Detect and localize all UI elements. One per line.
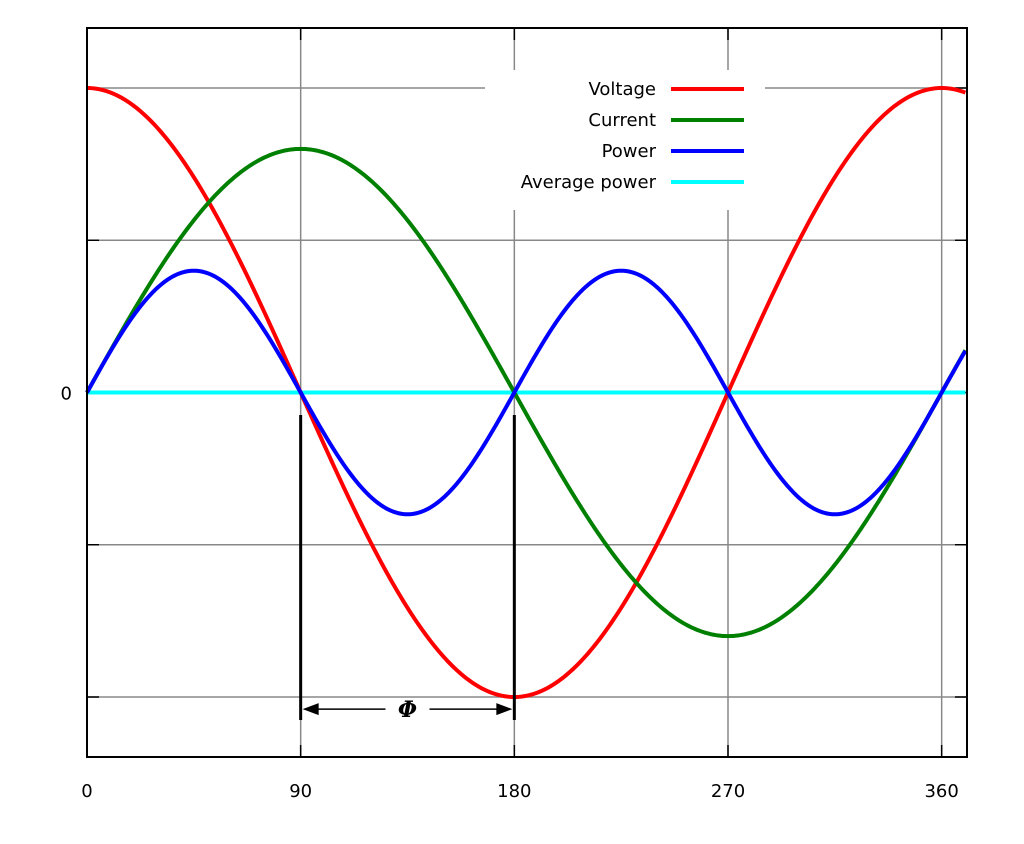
legend-label: Current	[588, 110, 656, 131]
tick-labels: 0 90 180 270 360 0	[61, 384, 959, 803]
series-line-power	[85, 268, 968, 517]
phase-arrowhead-right	[496, 703, 513, 716]
series-line-current	[85, 146, 968, 639]
legend-label: Average power	[521, 172, 657, 193]
x-tick-label: 180	[497, 781, 531, 802]
series-lines	[85, 86, 968, 699]
x-tick-label: 270	[711, 781, 745, 802]
phase-label: Φ	[398, 697, 417, 723]
phase-annotation: Φ	[299, 415, 516, 723]
y-tick-label: 0	[61, 384, 72, 405]
legend: Voltage Current Power Average power	[521, 79, 744, 193]
series-line-voltage	[86, 86, 967, 699]
legend-label: Power	[602, 141, 657, 162]
x-tick-label: 0	[81, 781, 92, 802]
x-tick-label: 90	[289, 781, 312, 802]
x-tick-label: 360	[924, 781, 958, 802]
phase-arrowhead-left	[302, 703, 319, 716]
legend-label: Voltage	[588, 79, 656, 100]
plot-frame	[86, 27, 968, 758]
